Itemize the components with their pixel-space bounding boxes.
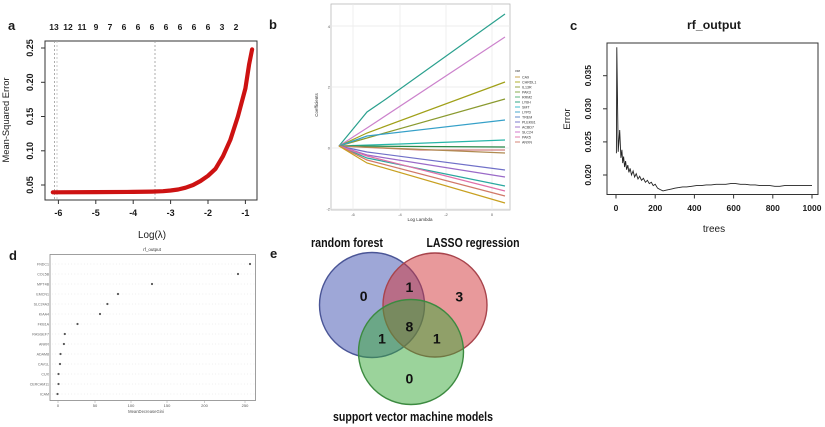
svg-text:CERCAM11: CERCAM11	[30, 382, 49, 386]
svg-text:-4: -4	[398, 212, 402, 217]
svg-text:6: 6	[164, 22, 169, 32]
svg-text:800: 800	[766, 203, 780, 213]
svg-text:0: 0	[328, 146, 331, 151]
svg-text:4: 4	[328, 24, 331, 29]
svg-text:rf_output: rf_output	[143, 247, 162, 252]
svg-text:0.05: 0.05	[25, 176, 35, 194]
svg-text:KIAA4: KIAA4	[39, 312, 49, 316]
svg-text:50: 50	[93, 403, 98, 408]
svg-text:SLC24A3: SLC24A3	[34, 302, 49, 306]
svg-text:6: 6	[150, 22, 155, 32]
svg-text:1: 1	[378, 331, 386, 347]
svg-text:EMCN1: EMCN1	[36, 292, 49, 296]
svg-text:2: 2	[328, 85, 331, 90]
svg-text:CUX: CUX	[41, 372, 49, 376]
svg-text:-3: -3	[167, 208, 175, 218]
svg-text:6: 6	[178, 22, 183, 32]
svg-text:-4: -4	[129, 208, 137, 218]
svg-text:random forest: random forest	[311, 236, 384, 250]
svg-text:FNDC1: FNDC1	[37, 262, 49, 266]
svg-text:LASSO regression: LASSO regression	[427, 236, 520, 250]
svg-text:0.10: 0.10	[25, 142, 35, 160]
svg-text:-1: -1	[241, 208, 249, 218]
svg-text:PAK5: PAK5	[522, 135, 531, 139]
svg-text:100: 100	[128, 403, 135, 408]
svg-text:MeanDecreaseGini: MeanDecreaseGini	[128, 409, 164, 414]
svg-text:CA9: CA9	[522, 75, 529, 79]
svg-text:Error: Error	[562, 108, 573, 129]
svg-text:TREM: TREM	[522, 115, 532, 119]
svg-text:RASGEF7: RASGEF7	[32, 332, 49, 336]
svg-text:0: 0	[360, 288, 368, 304]
svg-text:PAK3: PAK3	[522, 90, 531, 94]
svg-text:Log Lambda: Log Lambda	[407, 217, 433, 222]
svg-text:13: 13	[49, 22, 59, 32]
svg-text:SLC24: SLC24	[522, 130, 533, 134]
svg-text:11: 11	[78, 22, 87, 32]
svg-text:6: 6	[206, 22, 211, 32]
svg-text:0: 0	[406, 371, 414, 387]
svg-text:Log(λ): Log(λ)	[138, 230, 166, 241]
svg-text:3: 3	[220, 22, 225, 32]
svg-text:LY6H: LY6H	[522, 100, 531, 104]
svg-text:SMT: SMT	[522, 105, 530, 109]
svg-text:-2: -2	[444, 212, 448, 217]
svg-text:var: var	[515, 69, 521, 73]
svg-text:1000: 1000	[803, 203, 822, 213]
svg-text:0: 0	[57, 403, 60, 408]
svg-text:IL13R: IL13R	[522, 85, 532, 89]
svg-text:ANKR: ANKR	[39, 342, 49, 346]
svg-text:0.025: 0.025	[583, 131, 593, 153]
svg-text:ACBD7: ACBD7	[522, 125, 534, 129]
svg-text:ADAM8: ADAM8	[37, 352, 49, 356]
svg-text:150: 150	[164, 403, 171, 408]
svg-text:CHRDL1: CHRDL1	[522, 80, 536, 84]
svg-text:6: 6	[192, 22, 197, 32]
svg-text:7: 7	[108, 22, 113, 32]
svg-text:trees: trees	[703, 224, 725, 235]
svg-text:0.25: 0.25	[25, 39, 35, 57]
svg-text:0.20: 0.20	[25, 74, 35, 92]
svg-text:0.035: 0.035	[583, 65, 593, 87]
svg-text:Coefficients: Coefficients	[314, 93, 319, 117]
svg-text:12: 12	[63, 22, 73, 32]
svg-text:2: 2	[234, 22, 239, 32]
svg-text:0: 0	[491, 212, 494, 217]
svg-text:600: 600	[727, 203, 741, 213]
svg-text:LYPD: LYPD	[522, 110, 532, 114]
svg-text:0.030: 0.030	[583, 98, 593, 120]
svg-text:-5: -5	[92, 208, 100, 218]
svg-text:COL5B: COL5B	[37, 272, 49, 276]
svg-text:RRM2: RRM2	[522, 95, 532, 99]
svg-text:ICAM: ICAM	[40, 392, 49, 396]
svg-text:PLEKB1: PLEKB1	[522, 120, 536, 124]
svg-text:-6: -6	[54, 208, 62, 218]
svg-text:-6: -6	[351, 212, 355, 217]
svg-text:MPT4B: MPT4B	[37, 282, 50, 286]
svg-text:6: 6	[136, 22, 141, 32]
svg-text:400: 400	[687, 203, 701, 213]
svg-text:1: 1	[433, 331, 441, 347]
svg-text:Mean-Squared Error: Mean-Squared Error	[1, 78, 12, 163]
svg-text:rf_output: rf_output	[687, 18, 741, 32]
svg-text:9: 9	[94, 22, 99, 32]
svg-text:250: 250	[242, 403, 249, 408]
svg-text:8: 8	[406, 318, 414, 334]
svg-text:200: 200	[648, 203, 662, 213]
svg-text:FKB1A: FKB1A	[38, 322, 50, 326]
svg-text:200: 200	[201, 403, 208, 408]
svg-text:6: 6	[122, 22, 127, 32]
svg-text:CAV1L: CAV1L	[38, 362, 49, 366]
svg-text:3: 3	[455, 289, 463, 305]
svg-text:0: 0	[614, 203, 619, 213]
svg-text:0.15: 0.15	[25, 108, 35, 126]
svg-text:0.020: 0.020	[583, 164, 593, 186]
svg-text:1: 1	[406, 279, 414, 295]
svg-text:-2: -2	[326, 207, 330, 212]
svg-text:support vector machine models: support vector machine models	[333, 410, 493, 424]
svg-text:-2: -2	[204, 208, 212, 218]
svg-text:ANXN: ANXN	[522, 140, 532, 144]
